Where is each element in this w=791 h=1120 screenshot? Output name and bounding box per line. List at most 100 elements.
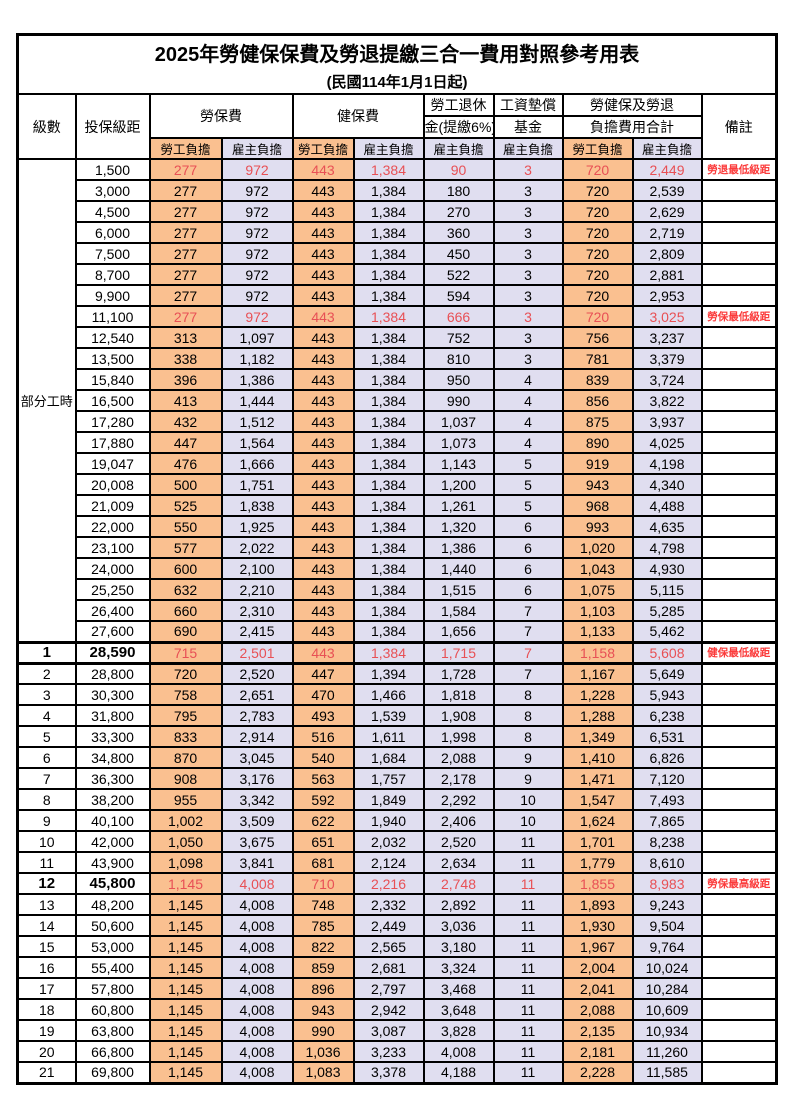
salary-bracket-cell: 16,500 [74, 389, 151, 412]
salary-bracket-cell: 20,008 [74, 473, 151, 496]
health-employee-cell: 622 [291, 809, 355, 832]
total-employee-cell: 993 [561, 515, 634, 538]
health-employee-cell: 748 [291, 893, 355, 916]
labor-employer-cell: 972 [220, 305, 294, 328]
pension-employer-cell: 2,406 [422, 809, 495, 832]
labor-employer-cell: 1,386 [220, 368, 294, 391]
health-employee-cell: 990 [291, 1019, 355, 1042]
total-employer-cell: 4,488 [631, 494, 703, 517]
remark-cell [700, 809, 778, 832]
level-cell: 19 [16, 1019, 77, 1042]
subheader-health-employer: 雇主負擔 [352, 137, 425, 160]
pension-employer-cell: 1,998 [422, 725, 495, 748]
wage-fund-employer-cell: 4 [492, 389, 564, 412]
labor-employer-cell: 1,182 [220, 347, 294, 370]
table-row: 24,000 600 2,100 443 1,384 1,440 6 1,043 4,930 [18, 557, 778, 580]
remark-cell [700, 431, 778, 454]
subheader-total-employer: 雇主負擔 [631, 137, 703, 160]
labor-employee-cell: 525 [148, 494, 223, 517]
wage-fund-employer-cell: 11 [492, 914, 564, 937]
col-header-wage-fund-line1: 工資墊償 [492, 93, 564, 117]
pension-employer-cell: 360 [422, 221, 495, 244]
salary-bracket-cell: 34,800 [74, 746, 151, 769]
subheader-pension-employer: 雇主負擔 [422, 137, 495, 160]
salary-bracket-cell: 28,590 [74, 640, 151, 665]
wage-fund-employer-cell: 9 [492, 767, 564, 790]
table-row: 25,250 632 2,210 443 1,384 1,515 6 1,075 5,115 [18, 578, 778, 601]
total-employer-cell: 4,198 [631, 452, 703, 475]
table-row: 27,600 690 2,415 443 1,384 1,656 7 1,133 5,462 [18, 620, 778, 643]
total-employer-cell: 4,025 [631, 431, 703, 454]
labor-employee-cell: 277 [148, 305, 223, 328]
table-row: 20,008 500 1,751 443 1,384 1,200 5 943 4,340 [18, 473, 778, 496]
health-employer-cell: 1,384 [352, 452, 425, 475]
total-employer-cell: 4,635 [631, 515, 703, 538]
wage-fund-employer-cell: 7 [492, 599, 564, 622]
col-header-pension-line2: 金(提繳6%) [422, 115, 495, 139]
labor-employee-cell: 1,145 [148, 977, 223, 1000]
total-employee-cell: 720 [561, 242, 634, 265]
total-employee-cell: 720 [561, 221, 634, 244]
total-employer-cell: 7,865 [631, 809, 703, 832]
health-employer-cell: 1,384 [352, 620, 425, 643]
total-employer-cell: 3,025 [631, 305, 703, 328]
remark-cell [700, 179, 778, 202]
remark-cell [700, 221, 778, 244]
wage-fund-employer-cell: 5 [492, 494, 564, 517]
pension-employer-cell: 810 [422, 347, 495, 370]
pension-employer-cell: 1,656 [422, 620, 495, 643]
total-employer-cell: 5,943 [631, 683, 703, 706]
table-row: 5 33,300 833 2,914 516 1,611 1,998 8 1,349 6,531 [16, 725, 778, 748]
health-employer-cell: 2,216 [352, 872, 425, 895]
wage-fund-employer-cell: 11 [492, 935, 564, 958]
remark-cell [700, 1061, 778, 1084]
salary-bracket-cell: 63,800 [74, 1019, 151, 1042]
pension-employer-cell: 2,892 [422, 893, 495, 916]
labor-employer-cell: 3,045 [220, 746, 294, 769]
total-employer-cell: 2,953 [631, 284, 703, 307]
salary-bracket-cell: 50,600 [74, 914, 151, 937]
health-employer-cell: 1,394 [352, 662, 425, 685]
total-employer-cell: 2,539 [631, 179, 703, 202]
premium-table: 2025年勞健保保費及勞退提繳三合一費用對照參考用表 (民國114年1月1日起)… [16, 33, 779, 1085]
pension-employer-cell: 1,200 [422, 473, 495, 496]
health-employer-cell: 1,384 [352, 494, 425, 517]
level-cell: 14 [16, 914, 77, 937]
health-employee-cell: 443 [291, 578, 355, 601]
labor-employer-cell: 972 [220, 284, 294, 307]
total-employer-cell: 9,504 [631, 914, 703, 937]
pension-employer-cell: 2,292 [422, 788, 495, 811]
remark-cell [700, 851, 778, 874]
total-employee-cell: 720 [561, 179, 634, 202]
total-employer-cell: 9,764 [631, 935, 703, 958]
labor-employee-cell: 500 [148, 473, 223, 496]
pension-employer-cell: 1,440 [422, 557, 495, 580]
table-row: 10 42,000 1,050 3,675 651 2,032 2,520 11 1,701 8,… [16, 830, 778, 853]
health-employee-cell: 681 [291, 851, 355, 874]
pension-employer-cell: 3,828 [422, 1019, 495, 1042]
remark-cell [700, 599, 778, 622]
salary-bracket-cell: 19,047 [74, 452, 151, 475]
labor-employer-cell: 4,008 [220, 893, 294, 916]
page-subtitle: (民國114年1月1日起) [326, 74, 468, 91]
pension-employer-cell: 2,088 [422, 746, 495, 769]
salary-bracket-cell: 60,800 [74, 998, 151, 1021]
health-employer-cell: 2,332 [352, 893, 425, 916]
labor-employee-cell: 396 [148, 368, 223, 391]
labor-employee-cell: 1,098 [148, 851, 223, 874]
salary-bracket-cell: 4,500 [74, 200, 151, 223]
labor-employee-cell: 277 [148, 179, 223, 202]
labor-employer-cell: 4,008 [220, 956, 294, 979]
total-employer-cell: 3,237 [631, 326, 703, 349]
remark-cell [700, 536, 778, 559]
health-employer-cell: 1,384 [352, 368, 425, 391]
wage-fund-employer-cell: 3 [492, 305, 564, 328]
wage-fund-employer-cell: 4 [492, 431, 564, 454]
salary-bracket-cell: 27,600 [74, 620, 151, 643]
salary-bracket-cell: 40,100 [74, 809, 151, 832]
total-employee-cell: 720 [561, 200, 634, 223]
labor-employee-cell: 1,002 [148, 809, 223, 832]
total-employer-cell: 3,937 [631, 410, 703, 433]
labor-employer-cell: 972 [220, 179, 294, 202]
total-employee-cell: 1,930 [561, 914, 634, 937]
